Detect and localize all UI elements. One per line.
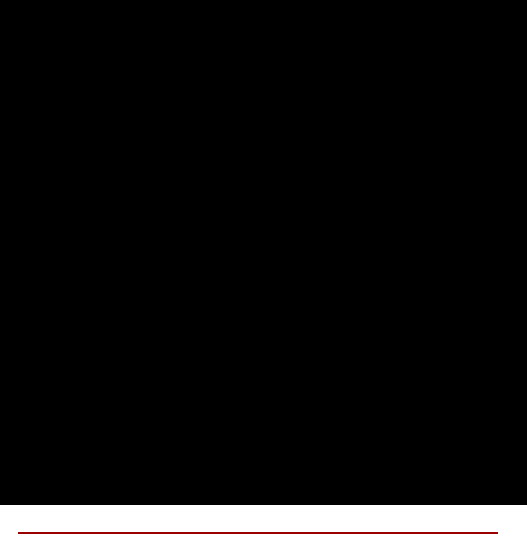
background-gradient [0, 0, 527, 505]
caption-rule [18, 532, 498, 534]
diagram-canvas [0, 0, 527, 544]
